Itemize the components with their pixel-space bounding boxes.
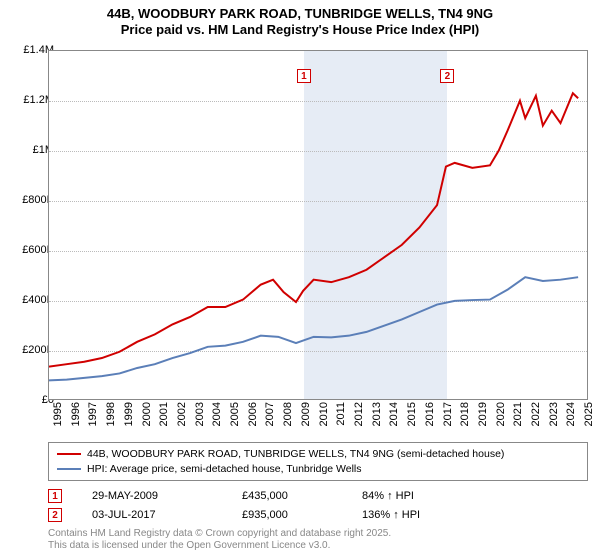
sale-date-1: 29-MAY-2009 [92, 490, 212, 502]
x-tick-label: 1995 [52, 402, 64, 426]
x-tick-label: 1998 [105, 402, 117, 426]
x-tick-label: 2008 [282, 402, 294, 426]
sale-date-2: 03-JUL-2017 [92, 509, 212, 521]
x-axis-labels: 1995 1996 1997 1998 1999 2000 2001 2002 2003 2004… [48, 402, 588, 442]
x-tick-label: 2024 [565, 402, 577, 426]
title-line1: 44B, WOODBURY PARK ROAD, TUNBRIDGE WELLS… [0, 6, 600, 22]
sale-marker-1: 1 [48, 489, 62, 503]
chart-container: 44B, WOODBURY PARK ROAD, TUNBRIDGE WELLS… [0, 0, 600, 560]
chart-title: 44B, WOODBURY PARK ROAD, TUNBRIDGE WELLS… [0, 0, 600, 39]
sales-row-2: 2 03-JUL-2017 £935,000 136% ↑ HPI [48, 505, 588, 524]
series-hpi [49, 277, 578, 380]
sales-row-1: 1 29-MAY-2009 £435,000 84% ↑ HPI [48, 486, 588, 505]
legend-swatch-price [57, 453, 81, 455]
series-price_paid [49, 93, 578, 366]
sale-price-1: £435,000 [242, 490, 332, 502]
plot-marker-1: 1 [297, 69, 311, 83]
x-tick-label: 2025 [583, 402, 595, 426]
x-tick-label: 1997 [87, 402, 99, 426]
x-tick-label: 2022 [530, 402, 542, 426]
x-tick-label: 2012 [353, 402, 365, 426]
x-tick-label: 2016 [424, 402, 436, 426]
title-line2: Price paid vs. HM Land Registry's House … [0, 22, 600, 38]
x-tick-label: 2001 [158, 402, 170, 426]
legend-label-price: 44B, WOODBURY PARK ROAD, TUNBRIDGE WELLS… [87, 447, 504, 462]
legend-item-price: 44B, WOODBURY PARK ROAD, TUNBRIDGE WELLS… [57, 447, 579, 462]
line-series-svg [49, 51, 587, 399]
x-tick-label: 2017 [442, 402, 454, 426]
x-tick-label: 2015 [406, 402, 418, 426]
x-tick-label: 2000 [141, 402, 153, 426]
x-tick-label: 2009 [300, 402, 312, 426]
legend-label-hpi: HPI: Average price, semi-detached house,… [87, 462, 362, 477]
legend-swatch-hpi [57, 468, 81, 470]
sale-hpi-2: 136% ↑ HPI [362, 509, 472, 521]
sale-marker-2: 2 [48, 508, 62, 522]
x-tick-label: 1999 [123, 402, 135, 426]
sales-table: 1 29-MAY-2009 £435,000 84% ↑ HPI 2 03-JU… [48, 486, 588, 524]
x-tick-label: 2019 [477, 402, 489, 426]
x-tick-label: 2014 [388, 402, 400, 426]
legend-item-hpi: HPI: Average price, semi-detached house,… [57, 462, 579, 477]
footer-line1: Contains HM Land Registry data © Crown c… [48, 528, 588, 540]
x-tick-label: 2010 [318, 402, 330, 426]
x-tick-label: 2011 [335, 402, 347, 426]
x-tick-label: 2021 [512, 402, 524, 426]
x-tick-label: 2020 [495, 402, 507, 426]
x-tick-label: 2007 [264, 402, 276, 426]
legend: 44B, WOODBURY PARK ROAD, TUNBRIDGE WELLS… [48, 442, 588, 481]
plot-area: 12 [48, 50, 588, 400]
footer-line2: This data is licensed under the Open Gov… [48, 540, 588, 552]
plot-marker-2: 2 [440, 69, 454, 83]
x-tick-label: 2002 [176, 402, 188, 426]
x-tick-label: 2018 [459, 402, 471, 426]
x-tick-label: 2004 [211, 402, 223, 426]
x-tick-label: 2006 [247, 402, 259, 426]
x-tick-label: 1996 [70, 402, 82, 426]
footer-attribution: Contains HM Land Registry data © Crown c… [48, 528, 588, 552]
sale-price-2: £935,000 [242, 509, 332, 521]
x-tick-label: 2013 [371, 402, 383, 426]
x-tick-label: 2005 [229, 402, 241, 426]
x-tick-label: 2003 [194, 402, 206, 426]
x-tick-label: 2023 [548, 402, 560, 426]
sale-hpi-1: 84% ↑ HPI [362, 490, 472, 502]
